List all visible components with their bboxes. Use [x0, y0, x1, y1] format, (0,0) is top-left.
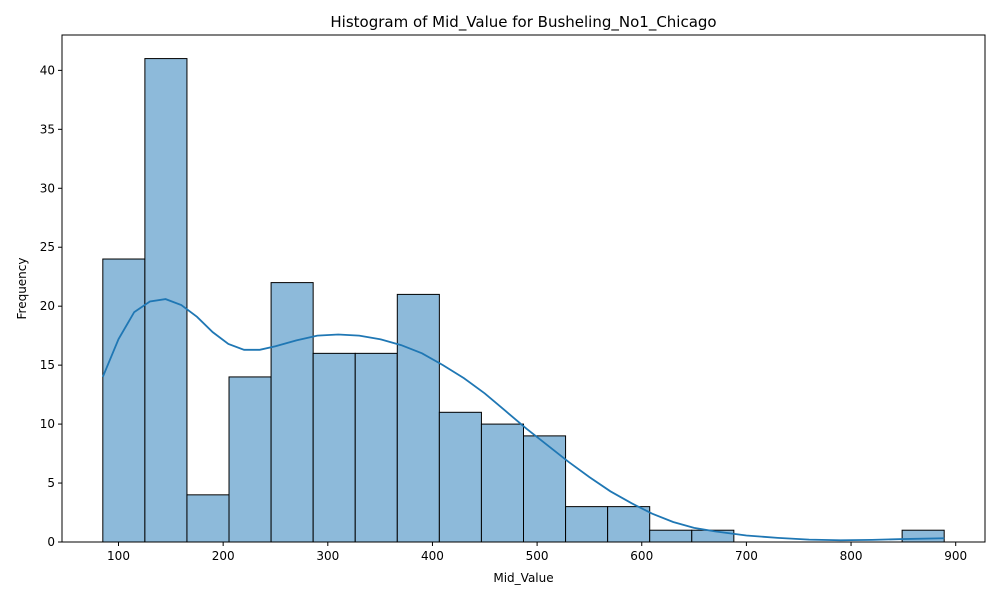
histogram-bar-6 [312, 352, 356, 543]
x-tick-label: 600 [630, 549, 653, 563]
x-tick-label: 900 [944, 549, 967, 563]
y-tick-label: 35 [40, 122, 55, 136]
histogram-bar-7 [354, 352, 398, 543]
y-axis-label: Frequency [15, 258, 29, 320]
histogram-bar-15 [691, 529, 735, 543]
histogram-bar-11 [523, 435, 567, 543]
y-tick-label: 10 [40, 417, 55, 431]
kde-curve [101, 298, 945, 542]
x-tick-label: 400 [421, 549, 444, 563]
y-tick-label: 15 [40, 358, 55, 372]
x-axis-label: Mid_Value [493, 571, 553, 585]
y-tick-label: 40 [40, 63, 55, 77]
y-tick-label: 30 [40, 181, 55, 195]
chart-title: Histogram of Mid_Value for Busheling_No1… [330, 13, 716, 32]
y-tick-label: 25 [40, 240, 55, 254]
y-tick-label: 0 [47, 535, 55, 549]
x-tick-label: 800 [840, 549, 863, 563]
histogram-bar-1 [102, 258, 146, 543]
histogram-bar-14 [649, 529, 693, 543]
histogram-bar-16 [901, 529, 945, 543]
x-tick-label: 100 [107, 549, 130, 563]
histogram-bars [102, 58, 945, 543]
x-tick-label: 500 [526, 549, 549, 563]
histogram-bar-13 [607, 506, 651, 543]
histogram-bar-5 [270, 282, 314, 543]
histogram-bar-12 [565, 506, 609, 543]
histogram-bar-10 [480, 423, 525, 543]
histogram-bar-9 [438, 411, 482, 543]
histogram-bar-4 [228, 376, 272, 543]
x-tick-label: 300 [316, 549, 339, 563]
histogram-bar-2 [144, 58, 188, 543]
y-tick-label: 20 [40, 299, 55, 313]
x-tick-label: 200 [212, 549, 235, 563]
x-axis-ticks: 100 200 300 400 500 600 700 800 900 [107, 542, 967, 563]
histogram-bar-3 [186, 494, 230, 543]
y-tick-label: 5 [47, 476, 55, 490]
plot-frame [61, 34, 986, 543]
x-tick-label: 700 [735, 549, 758, 563]
histogram-bar-8 [396, 293, 440, 543]
y-axis-ticks: 0 5 10 15 20 25 30 35 40 [40, 63, 62, 549]
